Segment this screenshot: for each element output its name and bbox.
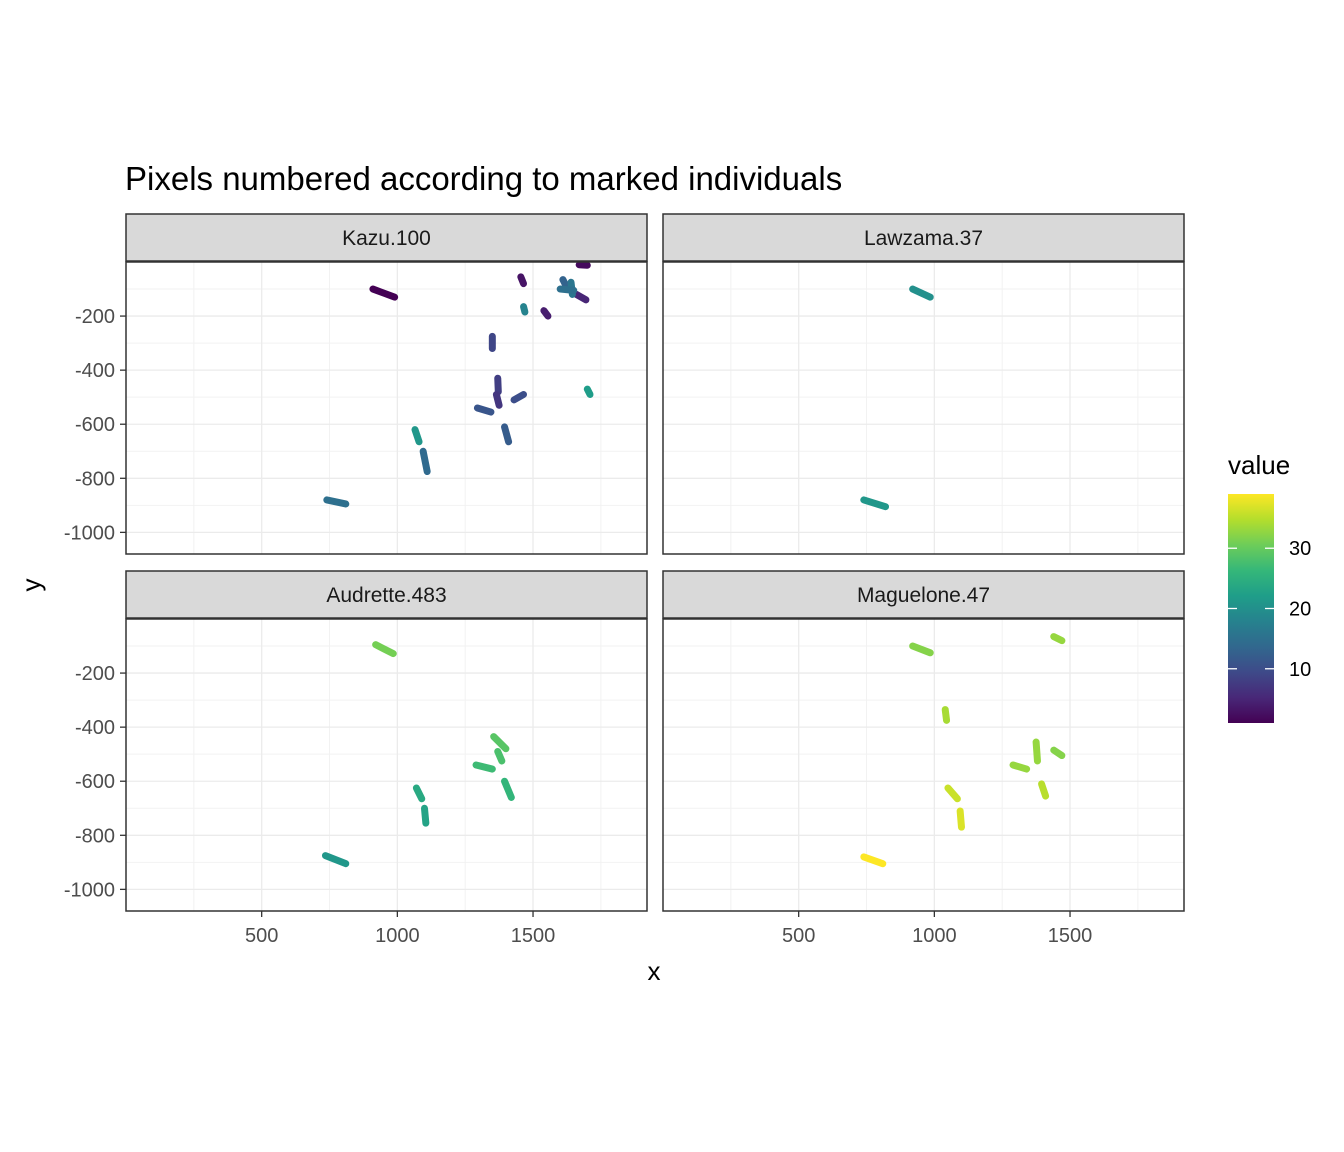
facet-strip-label: Audrette.483	[326, 584, 446, 607]
y-tick-label: -400	[75, 360, 115, 382]
data-point-track	[517, 273, 528, 288]
data-marks	[323, 262, 594, 508]
data-point-track	[941, 706, 951, 724]
x-tick-label: 500	[782, 925, 815, 947]
panel-border	[662, 618, 1185, 912]
facet-panel: Audrette.483 -200 -400 -600 -800 -1000 500 1000…	[64, 570, 648, 947]
legend-title: value	[1228, 450, 1290, 480]
data-point-track	[321, 852, 350, 868]
data-point-track	[372, 641, 397, 658]
data-point-track	[909, 285, 934, 301]
x-axis-title: x	[648, 956, 661, 986]
color-legend: value 10 20 30	[1228, 450, 1311, 723]
panel-grid	[126, 262, 647, 554]
panel-background	[126, 619, 647, 911]
data-point-track	[572, 290, 590, 304]
data-point-track	[473, 404, 495, 416]
x-tick-label: 1500	[511, 925, 556, 947]
panel-grid	[663, 262, 1184, 554]
data-point-track	[420, 804, 430, 827]
legend-tick-label: 30	[1289, 538, 1311, 560]
y-tick-label: -200	[75, 306, 115, 328]
y-tick-label: -1000	[64, 879, 115, 901]
facet-strip	[125, 570, 648, 619]
panel-background	[126, 262, 647, 554]
facet-strip-label: Lawzama.37	[864, 227, 983, 250]
y-tick-label: -800	[75, 825, 115, 847]
y-tick-label: -1000	[64, 522, 115, 544]
data-point-track	[419, 447, 431, 476]
y-tick-label: -800	[75, 468, 115, 490]
data-point-track	[492, 390, 503, 409]
data-point-track	[501, 777, 515, 801]
facet-strip-label: Kazu.100	[342, 227, 431, 250]
data-point-track	[369, 285, 399, 301]
legend-tick-label: 20	[1289, 599, 1311, 621]
facet-strip	[662, 213, 1185, 262]
x-tick-label: 500	[245, 925, 278, 947]
panel-grid	[663, 619, 1184, 911]
data-point-track	[860, 496, 890, 511]
data-point-track	[1009, 761, 1031, 773]
data-point-track	[490, 733, 510, 753]
x-tick-label: 1000	[912, 925, 957, 947]
y-tick-label: -400	[75, 717, 115, 739]
facet-strip	[125, 213, 648, 262]
data-point-track	[501, 423, 513, 446]
chart-title: Pixels numbered according to marked indi…	[125, 160, 842, 197]
facet-panel: Maguelone.47 500 1000 1500	[662, 570, 1185, 947]
x-tick-label: 1500	[1048, 925, 1093, 947]
data-point-track	[494, 374, 502, 396]
data-point-track	[583, 385, 594, 398]
data-marks	[860, 633, 1066, 868]
data-point-track	[956, 807, 965, 831]
data-point-track	[411, 426, 423, 446]
facet-strip-label: Maguelone.47	[857, 584, 990, 607]
y-tick-label: -600	[75, 414, 115, 436]
data-point-track	[510, 390, 528, 404]
data-point-track	[556, 285, 578, 294]
data-point-track	[520, 303, 529, 316]
y-tick-label: -600	[75, 771, 115, 793]
x-tick-label: 1000	[375, 925, 420, 947]
data-point-track	[540, 307, 552, 320]
legend-tick-label: 10	[1289, 659, 1311, 681]
facet-panel: Kazu.100 -200 -400 -600 -800 -1000	[64, 213, 648, 555]
data-point-track	[909, 642, 934, 657]
data-point-track	[1032, 738, 1041, 765]
y-axis-title: y	[16, 579, 46, 592]
y-tick-label: -200	[75, 663, 115, 685]
facet-panel: Lawzama.37	[662, 213, 1185, 555]
data-point-track	[1050, 746, 1066, 760]
data-point-track	[472, 761, 496, 773]
data-point-track	[412, 784, 426, 803]
panel-border	[125, 618, 648, 912]
panel-background	[663, 619, 1184, 911]
panel-border	[662, 261, 1185, 555]
panel-grid	[126, 619, 647, 911]
data-point-track	[1050, 633, 1066, 645]
data-point-track	[944, 784, 961, 803]
data-point-track	[494, 747, 506, 765]
panel-border	[125, 261, 648, 555]
data-marks	[321, 641, 515, 868]
data-point-track	[323, 496, 350, 508]
facet-panels: Kazu.100 -200 -400 -600 -800 -1000 Lawzama.37 A…	[64, 213, 1185, 947]
data-point-track	[575, 262, 591, 269]
data-marks	[860, 285, 934, 511]
data-point-track	[860, 853, 887, 868]
panel-background	[663, 262, 1184, 554]
facet-strip	[662, 570, 1185, 619]
data-point-track	[1038, 780, 1050, 800]
